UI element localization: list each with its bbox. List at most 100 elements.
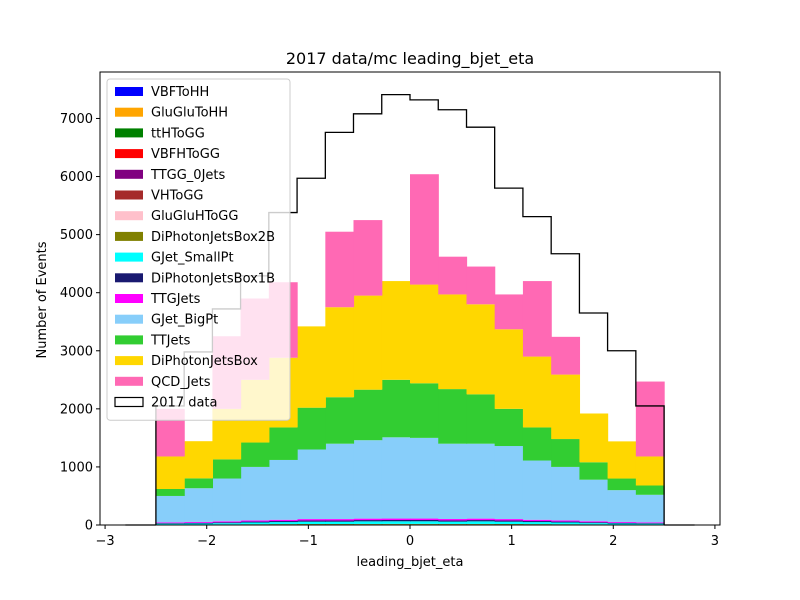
legend-swatch-vhtogg (115, 190, 143, 200)
bar-ttgjets (579, 521, 609, 523)
bar-diphotonjetsbox (184, 441, 214, 479)
bar-gjet-smallpt (268, 522, 298, 525)
legend-label-vhtogg: VHToGG (151, 189, 204, 204)
bar-gjet-bigpt (184, 488, 214, 522)
bar-diphotonjetsbox (410, 284, 439, 384)
legend-swatch-gjet-bigpt (115, 314, 143, 324)
bar-diphotonjetsbox1b (268, 521, 298, 523)
bar-ttgjets (325, 519, 355, 521)
bar-ttjets (466, 394, 496, 444)
legend-label-gjet-bigpt: GJet_BigPt (151, 313, 218, 328)
bar-gjet-smallpt (353, 521, 383, 524)
bar-ttjets (381, 379, 411, 438)
bar-diphotonjetsbox1b (466, 520, 496, 522)
bar-gjet-bigpt (635, 494, 665, 523)
bar-gjet-bigpt (410, 437, 439, 519)
bar-diphotonjetsbox1b (494, 520, 524, 522)
bar-gjet-bigpt (212, 478, 242, 522)
legend-swatch-diphotonjetsbox1b (115, 273, 143, 283)
bar-ttgjets (635, 522, 665, 524)
legend-label-gjet-smallpt: GJet_SmallPt (151, 251, 234, 266)
bar-ttjets (438, 389, 468, 444)
x-tick-label: −2 (197, 534, 216, 549)
legend-label-diphotonjetsbox2b: DiPhotonJetsBox2B (151, 230, 275, 245)
bar-ttgjets (438, 519, 468, 521)
bar-ttjets (325, 397, 355, 444)
x-tick-label: 1 (507, 534, 515, 549)
legend-label-tthtogg: ttHToGG (151, 126, 205, 141)
legend: VBFToHH GluGluToHH ttHToGG VBFHToGG TTGG_0Je… (106, 78, 291, 421)
bar-diphotonjetsbox (325, 307, 355, 398)
bar-gjet-smallpt (240, 522, 270, 525)
bar-diphotonjetsbox (297, 326, 326, 408)
bar-ttjets (297, 407, 326, 450)
bar-ttgjets (466, 518, 496, 521)
legend-label-ttjets: TTJets (150, 333, 191, 348)
bar-gjet-bigpt (579, 479, 609, 522)
bar-ttjets (410, 383, 439, 438)
x-tick-label: 0 (406, 534, 414, 549)
bar-ttjets (635, 485, 665, 495)
bar-diphotonjetsbox1b (579, 522, 609, 524)
bar-diphotonjetsbox1b (551, 521, 581, 523)
x-tick-label: 3 (711, 534, 719, 549)
bar-gjet-smallpt (438, 521, 468, 524)
bar-ttjets (212, 459, 242, 479)
legend-swatch-gjet-smallpt (115, 252, 143, 262)
bar-qcd-jets (466, 266, 496, 305)
bar-gjet-smallpt (410, 521, 439, 524)
bar-diphotonjetsbox1b (353, 520, 383, 522)
bar-diphotonjetsbox1b (635, 523, 665, 524)
legend-swatch-2017-data (114, 396, 144, 408)
bar-diphotonjetsbox1b (410, 520, 439, 522)
legend-label-gluglutohh: GluGluToHH (151, 106, 228, 121)
bar-diphotonjetsbox (607, 441, 637, 479)
bar-gjet-smallpt (325, 521, 355, 525)
legend-label-2017-data: 2017 data (151, 396, 218, 411)
x-tick-label: 2 (609, 534, 617, 549)
bar-ttjets (155, 488, 185, 496)
bar-diphotonjetsbox1b (212, 522, 242, 524)
x-tick-label: −1 (299, 534, 318, 549)
bar-diphotonjetsbox1b (297, 520, 326, 522)
bar-diphotonjetsbox (438, 294, 468, 390)
y-tick-label: 1000 (60, 460, 93, 475)
bar-ttgjets (381, 518, 411, 521)
bar-diphotonjetsbox1b (381, 520, 411, 522)
bar-gjet-smallpt (466, 521, 496, 524)
y-axis-label: Number of Events (35, 241, 50, 358)
bar-ttjets (522, 427, 552, 461)
y-tick-label: 7000 (60, 112, 93, 127)
bar-qcd-jets (522, 281, 552, 357)
legend-swatch-qcd-jets (115, 376, 143, 386)
bar-diphotonjetsbox1b (522, 521, 552, 523)
bar-qcd-jets (635, 381, 665, 457)
legend-swatch-vbftohh (115, 87, 143, 96)
bar-ttjets (268, 427, 298, 460)
bar-diphotonjetsbox (353, 295, 383, 390)
bar-ttgjets (551, 520, 581, 522)
bar-ttjets (579, 462, 609, 480)
bar-qcd-jets (325, 231, 355, 308)
legend-label-diphotonjetsbox1b: DiPhotonJetsBox1B (151, 271, 275, 286)
legend-swatch-glugluhtogg (115, 211, 143, 221)
y-tick-label: 3000 (60, 344, 93, 359)
bar-ttgjets (297, 519, 326, 521)
bar-diphotonjetsbox (635, 456, 665, 486)
bar-diphotonjetsbox (155, 456, 185, 489)
bar-ttjets (353, 389, 383, 441)
bar-gjet-bigpt (522, 460, 552, 520)
legend-swatch-vbfhtogg (115, 149, 143, 159)
legend-swatch-diphotonjetsbox2b (115, 231, 143, 241)
bar-ttgjets (607, 521, 637, 523)
y-tick-label: 2000 (60, 402, 93, 417)
bar-gjet-bigpt (551, 466, 581, 521)
bar-gjet-bigpt (438, 443, 468, 520)
y-tick-label: 0 (85, 519, 93, 534)
bar-gjet-bigpt (325, 443, 355, 520)
bar-diphotonjetsbox1b (155, 523, 185, 524)
bar-gjet-bigpt (466, 443, 496, 519)
bar-gjet-smallpt (607, 523, 637, 525)
bar-gjet-smallpt (551, 522, 581, 525)
bar-gjet-bigpt (268, 459, 298, 520)
